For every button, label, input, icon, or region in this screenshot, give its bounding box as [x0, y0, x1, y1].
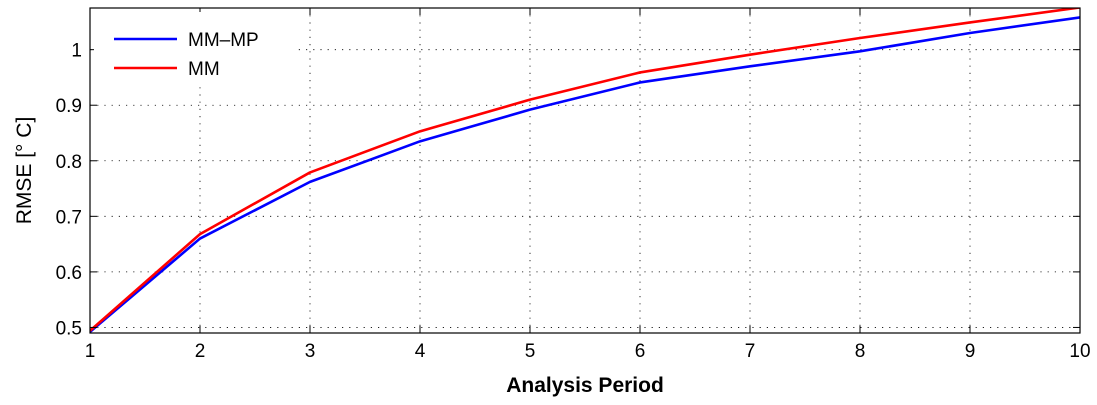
x-tick-label: 10 — [1069, 341, 1090, 362]
y-tick-label: 0.9 — [56, 96, 82, 117]
series-line-mm — [90, 8, 1080, 332]
series-lines — [90, 8, 1080, 333]
y-axis-title: RMSE [° C] — [13, 117, 36, 225]
x-tick-label: 2 — [195, 341, 206, 362]
y-tick-labels: 0.5 0.6 0.7 0.8 0.9 1 — [56, 41, 82, 340]
y-tick-label: 0.8 — [56, 152, 82, 173]
x-tick-label: 7 — [745, 341, 756, 362]
x-tick-labels: 1 2 3 4 5 6 7 8 9 10 — [85, 341, 1091, 362]
legend: MM–MP MM — [94, 12, 294, 84]
y-tick-label: 0.6 — [56, 263, 82, 284]
legend-label-mm: MM — [188, 59, 220, 80]
legend-label-mm-mp: MM–MP — [188, 30, 259, 51]
x-tick-label: 4 — [415, 341, 426, 362]
legend-box — [94, 12, 294, 84]
y-tick-label: 0.5 — [56, 318, 82, 339]
x-axis-title: Analysis Period — [506, 374, 664, 397]
x-tick-label: 6 — [635, 341, 646, 362]
x-tick-label: 1 — [85, 341, 96, 362]
y-tick-label: 0.7 — [56, 207, 82, 228]
plot-area-frame — [89, 7, 1081, 334]
x-tick-label: 9 — [965, 341, 976, 362]
y-tick-label: 1 — [71, 41, 82, 62]
axis-ticks — [89, 8, 1081, 333]
x-tick-label: 3 — [305, 341, 316, 362]
x-tick-label: 8 — [855, 341, 866, 362]
x-tick-label: 5 — [525, 341, 536, 362]
series-line-mm-mp — [90, 16, 1080, 333]
